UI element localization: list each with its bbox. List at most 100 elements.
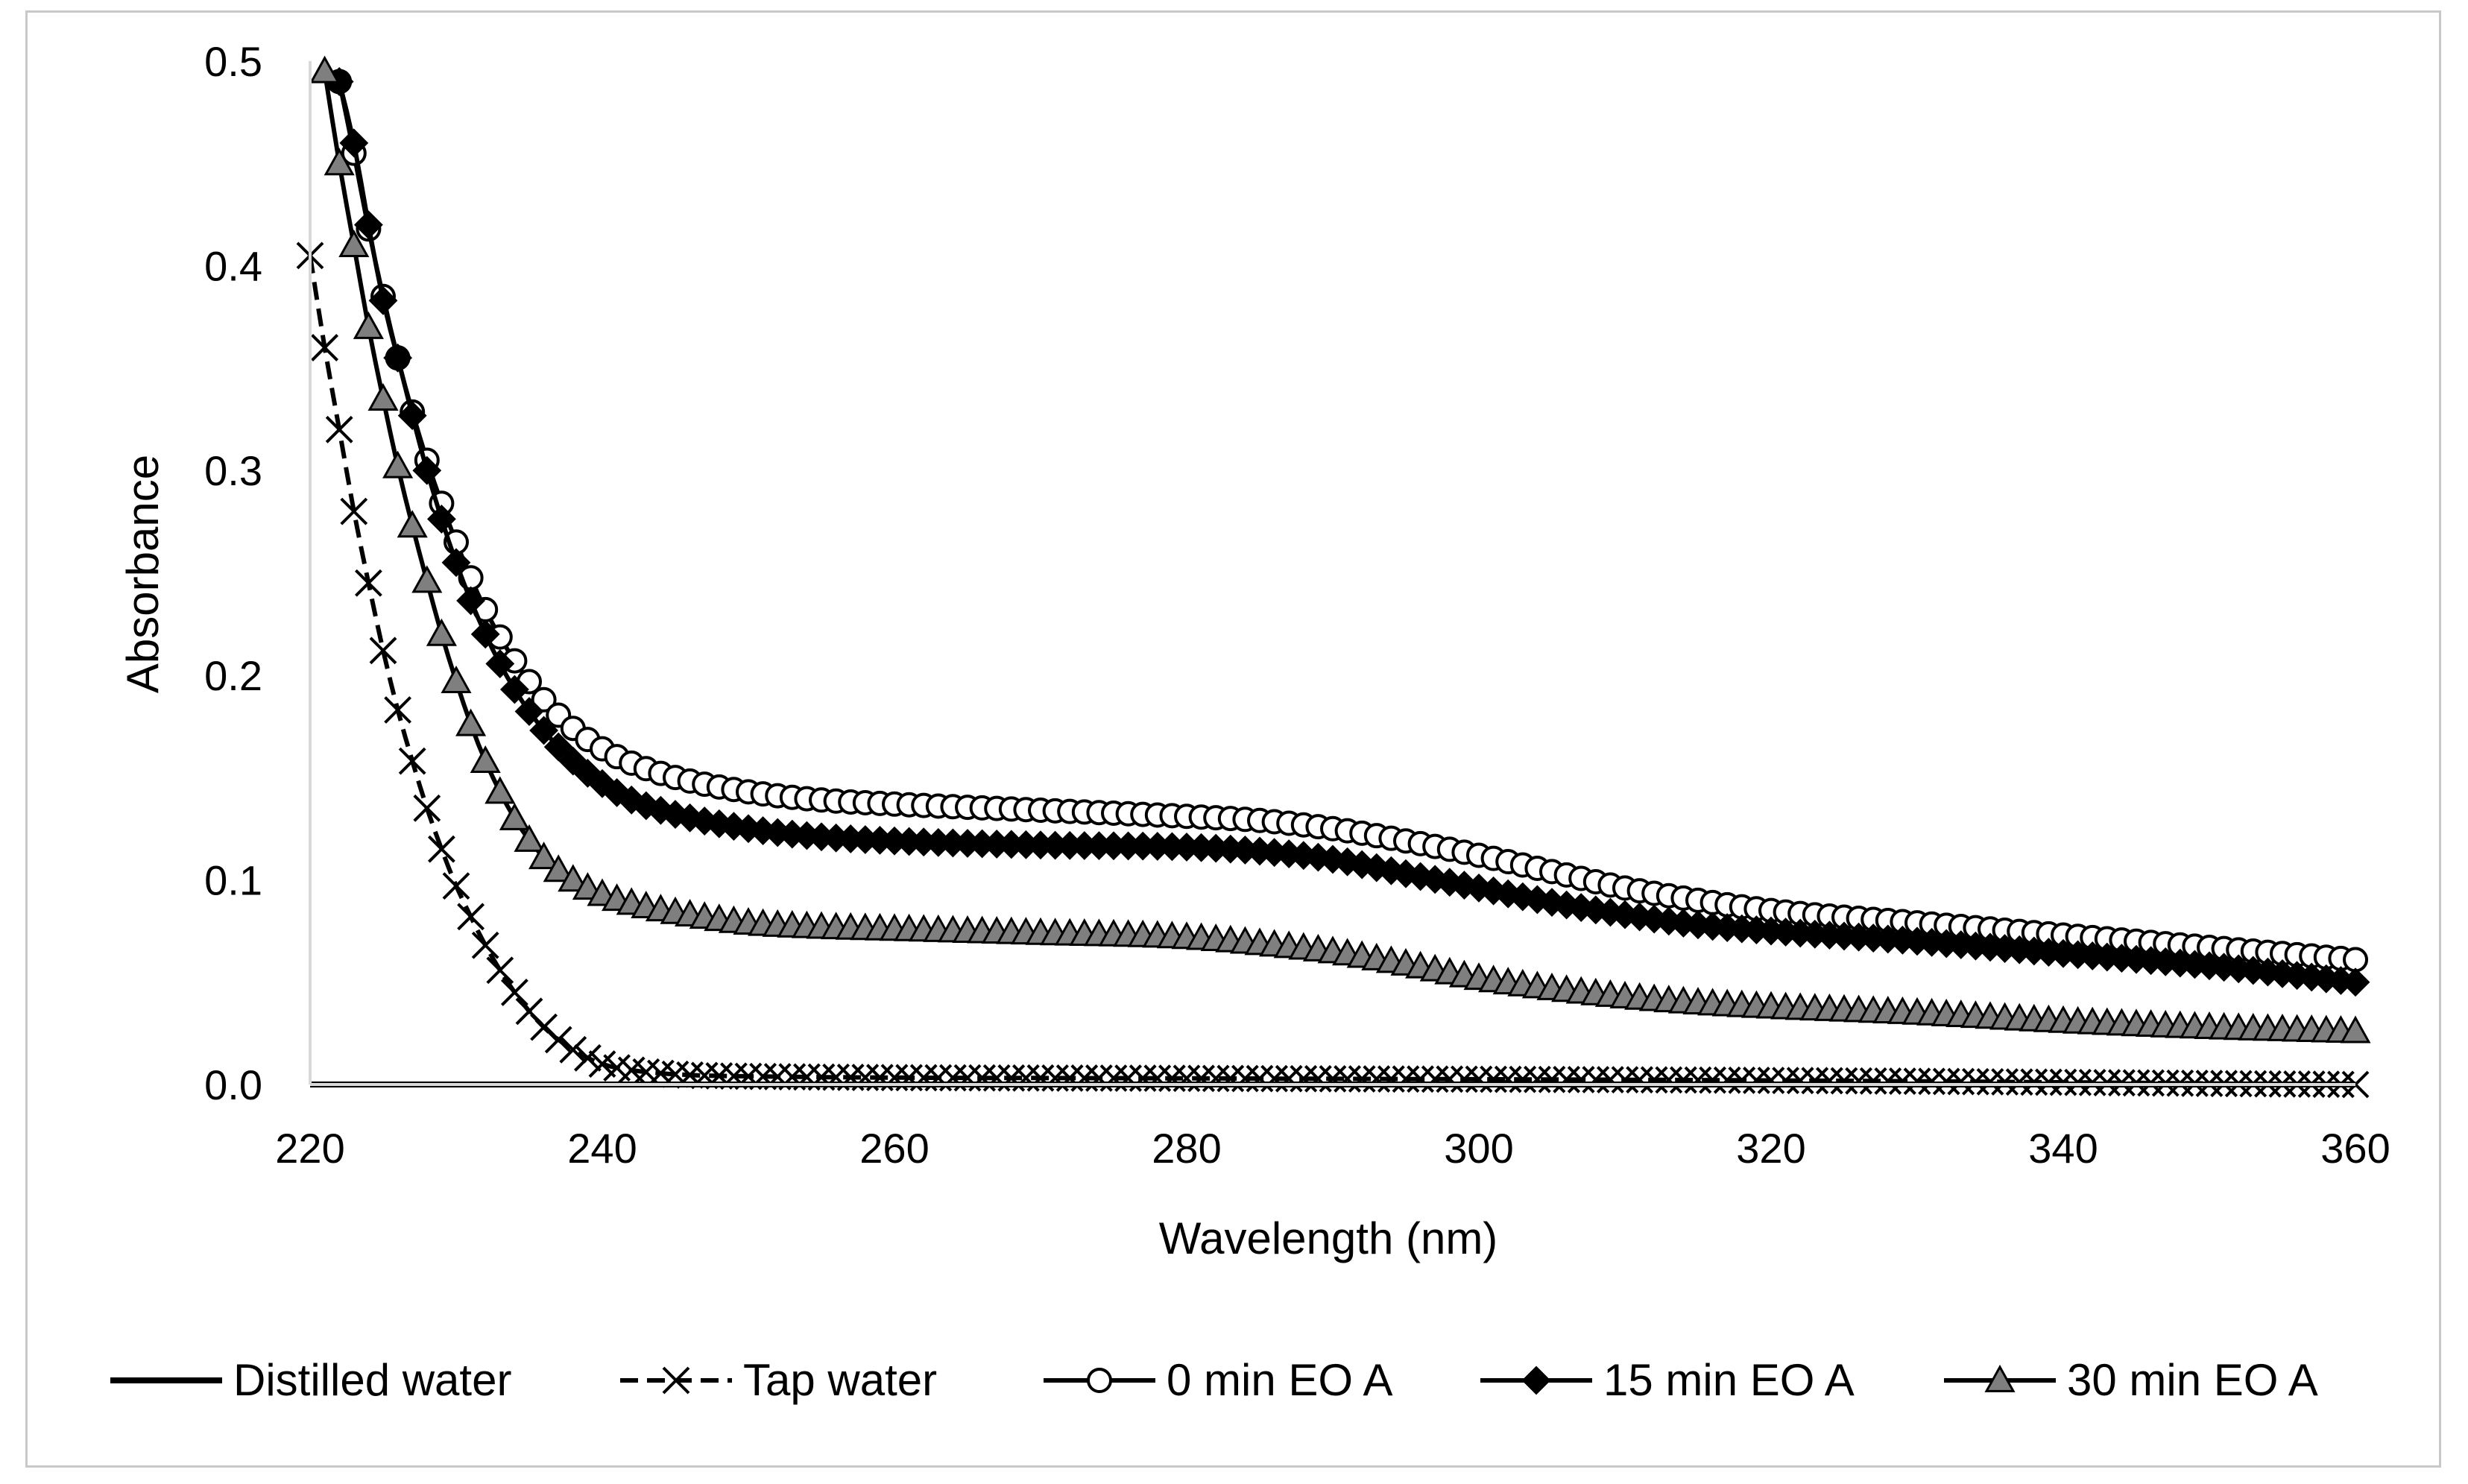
data-point	[895, 1064, 924, 1092]
data-point	[1290, 1064, 1318, 1093]
data-point	[953, 1064, 982, 1092]
data-point	[499, 675, 529, 704]
data-point	[368, 285, 398, 315]
x-axis-label: Wavelength (nm)	[1159, 1213, 1498, 1263]
series-line	[337, 80, 2356, 985]
data-point	[1903, 1067, 1931, 1096]
data-point	[1640, 1066, 1668, 1094]
data-point	[1494, 1065, 1522, 1093]
y-tick-label: 0.5	[204, 38, 262, 85]
data-point	[397, 401, 427, 430]
data-point	[485, 649, 515, 678]
data-point	[1041, 1064, 1070, 1092]
data-point	[441, 548, 471, 578]
data-point	[1874, 1067, 1902, 1095]
data-point	[1742, 1066, 1770, 1094]
data-point	[471, 931, 499, 959]
data-point	[427, 835, 455, 863]
data-point	[1480, 1065, 1508, 1093]
data-point	[455, 708, 487, 736]
data-point	[325, 415, 353, 443]
data-point	[485, 776, 516, 804]
series-0-min-eo-a	[326, 69, 2368, 973]
x-tick-label: 240	[567, 1125, 637, 1172]
data-point	[1334, 1065, 1362, 1093]
legend-item: Distilled water	[110, 1355, 511, 1405]
data-point	[353, 210, 383, 240]
data-point	[413, 794, 441, 822]
data-point	[1421, 1065, 1449, 1093]
data-point	[573, 1043, 602, 1072]
data-point	[486, 956, 514, 985]
data-point	[997, 1064, 1026, 1092]
data-point	[1611, 1066, 1639, 1094]
data-point	[1260, 1064, 1289, 1093]
data-point	[2137, 1069, 2165, 1097]
data-point	[411, 565, 443, 593]
data-point	[543, 854, 574, 882]
data-point	[354, 569, 382, 597]
data-point	[456, 586, 486, 616]
legend-item: 15 min EO A	[1480, 1355, 1855, 1405]
data-point	[340, 497, 368, 525]
data-point	[2343, 947, 2368, 973]
data-point	[1143, 1064, 1172, 1093]
x-tick-label: 320	[1736, 1125, 1805, 1172]
data-point	[2005, 1068, 2033, 1096]
data-point	[1187, 1064, 1216, 1093]
series-tap-water	[296, 241, 2370, 1099]
data-point	[572, 872, 603, 900]
data-point	[470, 745, 501, 774]
data-point	[1055, 1064, 1084, 1092]
y-tick-label: 0.1	[204, 856, 262, 903]
data-point	[1011, 1064, 1040, 1092]
legend-item: 0 min EO A	[1044, 1355, 1392, 1405]
data-point	[1202, 1064, 1230, 1093]
data-point	[1231, 1064, 1259, 1093]
data-point	[1728, 1066, 1756, 1094]
data-point	[544, 1026, 572, 1054]
legend-marker	[1087, 1368, 1112, 1393]
data-point	[880, 1064, 909, 1092]
data-point	[383, 343, 413, 373]
series-15-min-eo-a	[324, 67, 2370, 997]
data-point	[543, 732, 573, 762]
legend-label: Tap water	[743, 1355, 937, 1405]
data-point	[2093, 1069, 2121, 1096]
x-tick-label: 300	[1444, 1125, 1513, 1172]
data-point	[1553, 1065, 1581, 1093]
data-point	[559, 1035, 587, 1064]
x-tick-label: 260	[859, 1125, 929, 1172]
data-point	[1216, 1064, 1245, 1093]
data-point	[1859, 1067, 1887, 1095]
data-point	[2049, 1068, 2077, 1096]
data-point	[2122, 1069, 2150, 1097]
data-point	[1626, 1066, 1654, 1094]
series-line	[322, 71, 2356, 1034]
legend-label: Distilled water	[233, 1355, 511, 1405]
data-point	[426, 505, 456, 534]
data-point	[309, 55, 341, 83]
data-point	[426, 618, 457, 646]
data-point	[369, 637, 397, 665]
data-point	[382, 450, 414, 479]
data-point	[1129, 1064, 1157, 1093]
legend-label: 15 min EO A	[1603, 1355, 1855, 1405]
data-point	[528, 842, 560, 870]
data-point	[1363, 1065, 1391, 1093]
data-point	[398, 747, 426, 775]
data-point	[397, 510, 428, 538]
data-point	[1085, 1064, 1113, 1092]
data-point	[1246, 1064, 1274, 1093]
data-point	[457, 903, 485, 931]
x-tick-label: 340	[2028, 1125, 2098, 1172]
data-point	[1509, 1065, 1537, 1093]
data-point	[470, 619, 500, 649]
data-point	[1699, 1066, 1727, 1094]
series-30-min-eo-a	[309, 55, 2371, 1043]
x-tick-label: 360	[2320, 1125, 2390, 1172]
data-point	[1932, 1067, 1960, 1096]
data-point	[1173, 1064, 1201, 1093]
data-point	[384, 696, 412, 724]
